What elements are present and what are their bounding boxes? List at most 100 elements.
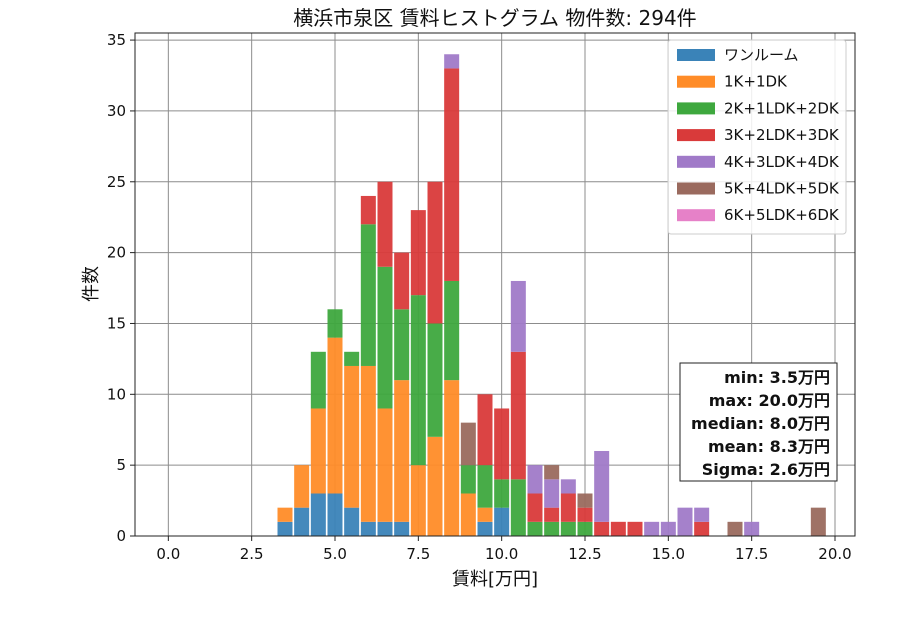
bar-15-series-4	[660, 521, 676, 536]
bar-6.5-series-0	[377, 521, 393, 536]
y-tick-label-1: 5	[116, 456, 126, 474]
legend-swatch-0	[677, 49, 715, 61]
bar-10.5-series-4	[510, 280, 526, 352]
y-tick-label-5: 25	[107, 173, 126, 191]
bar-14-series-3	[627, 521, 643, 536]
bar-13-series-4	[594, 450, 610, 522]
bar-10-series-2	[494, 479, 510, 508]
bar-9.5-series-0	[477, 521, 493, 536]
bar-7-series-1	[394, 380, 410, 522]
bar-8-series-2	[427, 323, 443, 437]
legend-label-1: 1K+1DK	[724, 73, 788, 91]
bar-12.5-series-3	[577, 507, 593, 522]
bar-8.5-series-2	[444, 280, 460, 381]
bar-5-series-2	[327, 309, 343, 338]
bar-6.5-series-1	[377, 408, 393, 522]
x-axis-label: 賃料[万円]	[452, 569, 538, 590]
bar-8-series-1	[427, 436, 443, 536]
bar-7-series-3	[394, 252, 410, 310]
x-tick-label-0: 0.0	[156, 545, 180, 563]
x-tick-label-5: 12.5	[568, 545, 601, 563]
bar-5.5-series-2	[344, 351, 360, 366]
bar-4-series-0	[294, 507, 310, 536]
bar-12-series-4	[560, 479, 576, 494]
bar-9-series-1	[460, 493, 476, 536]
bar-3.5-series-1	[277, 507, 293, 522]
bar-17.5-series-4	[744, 521, 760, 536]
bar-16-series-3	[694, 521, 710, 536]
chart-title: 横浜市泉区 賃料ヒストグラム 物件数: 294件	[293, 6, 696, 30]
bar-11-series-3	[527, 493, 543, 522]
x-tick-label-7: 17.5	[735, 545, 768, 563]
y-tick-label-6: 30	[107, 102, 126, 120]
bar-8.5-series-3	[444, 68, 460, 281]
x-axis-ticks: 0.0 2.5 5.0 7.5 10.0 12.5 15.0 17.5 20.0	[156, 536, 852, 563]
bar-10-series-3	[494, 408, 510, 480]
y-tick-label-0: 0	[116, 527, 126, 545]
bar-17-series-5	[727, 521, 743, 536]
bar-8.5-series-4	[444, 54, 460, 69]
x-tick-label-6: 15.0	[652, 545, 685, 563]
bar-11-series-4	[527, 465, 543, 494]
bar-4.5-series-0	[310, 493, 326, 536]
legend-label-0: ワンルーム	[724, 46, 799, 64]
bar-9.5-series-3	[477, 394, 493, 466]
stats-frame	[679, 362, 838, 482]
bar-8.5-series-1	[444, 380, 460, 536]
bar-9.5-series-2	[477, 465, 493, 508]
bar-13.5-series-3	[610, 521, 626, 536]
x-tick-label-2: 5.0	[323, 545, 347, 563]
bar-14.5-series-4	[644, 521, 660, 536]
bar-11.5-series-4	[544, 479, 560, 508]
bar-5.5-series-1	[344, 365, 360, 508]
bar-8-series-3	[427, 181, 443, 324]
bar-6.5-series-3	[377, 181, 393, 267]
legend: ワンルーム 1K+1DK 2K+1LDK+2DK 3K+2LDK+3DK 4K+3LDK…	[667, 39, 847, 235]
bar-5-series-1	[327, 337, 343, 494]
bar-12.5-series-2	[577, 521, 593, 536]
stats-line-1: max: 20.0万円	[709, 391, 830, 410]
y-tick-label-3: 15	[107, 314, 126, 332]
bar-19.5-series-5	[810, 507, 826, 536]
bar-12-series-3	[560, 493, 576, 522]
stats-line-2: median: 8.0万円	[691, 414, 830, 433]
bar-11.5-series-3	[544, 507, 560, 522]
bar-5-series-0	[327, 493, 343, 536]
y-tick-label-7: 35	[107, 31, 126, 49]
bar-4.5-series-1	[310, 408, 326, 494]
bar-9-series-2	[460, 465, 476, 494]
bar-6-series-2	[360, 224, 376, 366]
bar-9.5-series-1	[477, 507, 493, 522]
bar-11.5-series-5	[544, 465, 560, 480]
bar-13-series-3	[594, 521, 610, 536]
x-tick-label-3: 7.5	[406, 545, 430, 563]
legend-swatch-3	[677, 129, 715, 142]
y-axis-ticks: 0 5 10 15 20 25 30 35	[107, 31, 135, 545]
legend-label-3: 3K+2LDK+3DK	[724, 126, 840, 144]
bars	[277, 54, 826, 536]
legend-swatch-5	[677, 182, 715, 195]
bar-15.5-series-4	[677, 507, 693, 536]
stats-line-0: min: 3.5万円	[724, 368, 830, 387]
x-tick-label-1: 2.5	[240, 545, 264, 563]
y-axis-label: 件数	[81, 266, 102, 302]
bar-4.5-series-2	[310, 351, 326, 409]
bar-16-series-4	[694, 507, 710, 522]
bar-6-series-0	[360, 521, 376, 536]
bar-7-series-2	[394, 309, 410, 381]
legend-swatch-4	[677, 155, 715, 168]
bar-11-series-2	[527, 521, 543, 536]
bar-7.5-series-2	[410, 295, 426, 466]
stats-line-3: mean: 8.3万円	[708, 437, 830, 456]
y-tick-label-4: 20	[107, 244, 126, 262]
legend-swatch-6	[677, 209, 715, 222]
bar-7-series-0	[394, 521, 410, 536]
bar-11.5-series-2	[544, 521, 560, 536]
bar-6-series-1	[360, 365, 376, 522]
stats-line-4: Sigma: 2.6万円	[702, 460, 830, 479]
x-tick-label-4: 10.0	[485, 545, 518, 563]
bar-6.5-series-2	[377, 266, 393, 409]
legend-label-2: 2K+1LDK+2DK	[724, 99, 840, 117]
bar-10.5-series-3	[510, 351, 526, 480]
